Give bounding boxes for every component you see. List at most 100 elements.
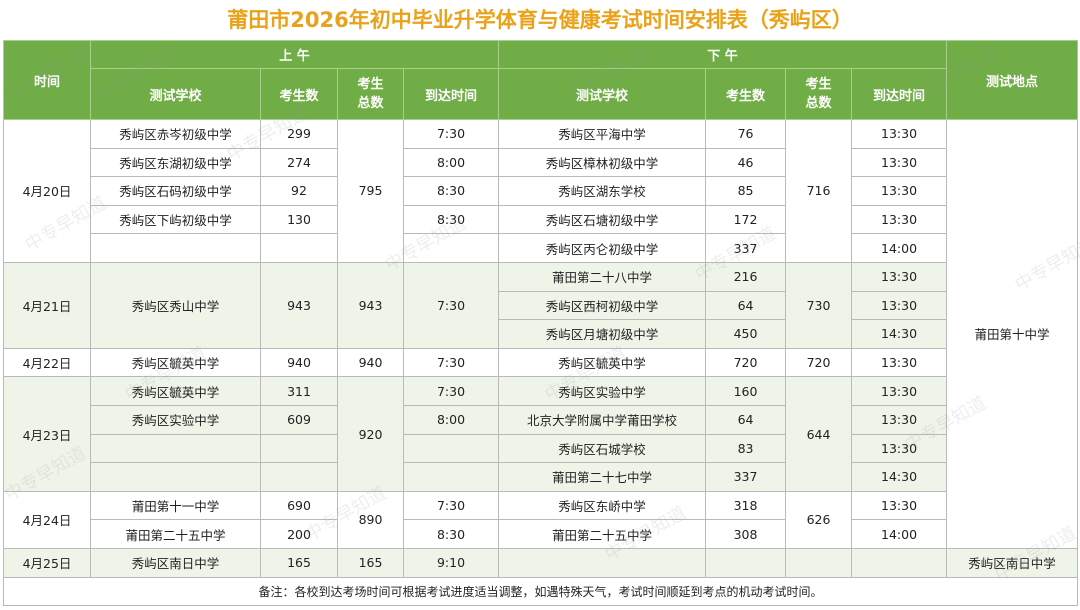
pm-school-cell: 莆田第二十五中学 [498, 519, 707, 549]
pm-count-cell: 216 [705, 261, 787, 292]
am-arrive-cell: 7:30 [402, 376, 500, 406]
pm-arrive-cell: 13:30 [851, 433, 948, 464]
am-count-cell: 690 [260, 490, 338, 521]
pm-count-cell: 64 [705, 290, 787, 321]
date-cell: 4月21日 [3, 261, 91, 349]
pm-school-cell: 秀屿区平海中学 [498, 119, 707, 149]
pm-total-cell: 626 [785, 490, 853, 549]
header-am-count: 考生数 [260, 68, 338, 120]
am-total-cell: 920 [337, 376, 404, 492]
pm-arrive-cell: 13:30 [851, 290, 948, 321]
am-total-cell: 890 [337, 490, 404, 549]
pm-count-cell: 308 [705, 519, 787, 549]
date-cell: 4月22日 [3, 347, 91, 378]
am-count-cell: 200 [260, 519, 338, 549]
table-row: 4月23日 秀屿区毓英中学 311 920 7:30 秀屿区实验中学 160 6… [3, 376, 1078, 492]
am-arrive-cell: 8:30 [402, 519, 500, 549]
date-cell: 4月24日 [3, 490, 91, 549]
pm-count-cell: 160 [705, 376, 787, 406]
header-pm: 下 午 [498, 40, 948, 69]
am-school-cell: 秀屿区石码初级中学 [90, 176, 261, 206]
am-count-cell: 943 [260, 261, 338, 349]
pm-arrive-cell: 13:30 [851, 147, 948, 178]
am-arrive-cell: 7:30 [402, 347, 500, 378]
am-arrive-cell: 8:00 [402, 147, 500, 178]
header-am-school: 测试学校 [90, 68, 261, 120]
page-title: 莆田市2026年初中毕业升学体育与健康考试时间安排表（秀屿区） [0, 0, 1080, 40]
header-location: 测试地点 [946, 40, 1079, 120]
pm-school-cell: 秀屿区石塘初级中学 [498, 204, 707, 235]
am-school-cell: 秀屿区毓英中学 [90, 347, 261, 378]
am-count-cell: 165 [260, 547, 338, 578]
am-school-cell: 秀屿区毓英中学 [90, 376, 261, 406]
pm-arrive-cell: 14:30 [851, 319, 948, 349]
pm-count-cell: 46 [705, 147, 787, 178]
pm-school-cell: 秀屿区毓英中学 [498, 347, 707, 378]
am-school-cell: 莆田第二十五中学 [90, 519, 261, 549]
am-school-cell: 秀屿区赤岑初级中学 [90, 119, 261, 149]
table-row: 4月21日 秀屿区秀山中学 943 943 7:30 莆田第二十八中学 216 … [3, 261, 1078, 349]
pm-arrive-cell: 13:30 [851, 376, 948, 406]
table-row: 4月25日 秀屿区南日中学 165 165 9:10 秀屿区南日中学 [3, 547, 1079, 578]
am-count-cell [260, 433, 338, 464]
date-cell: 4月25日 [3, 547, 91, 578]
table-row: 4月24日 莆田第十一中学 690 890 7:30 秀屿区东峤中学 318 6… [3, 490, 1078, 549]
am-count-cell: 940 [260, 347, 338, 378]
am-school-cell [90, 233, 261, 263]
am-school-cell: 秀屿区东湖初级中学 [90, 147, 261, 178]
pm-arrive-cell: 13:30 [851, 404, 948, 435]
am-arrive-cell: 7:30 [402, 490, 500, 521]
header-am: 上 午 [89, 40, 500, 69]
am-school-cell [90, 462, 261, 492]
location-cell: 莆田第十中学 [946, 119, 1079, 549]
pm-total-cell: 644 [785, 376, 853, 492]
am-school-cell: 秀屿区秀山中学 [90, 261, 261, 349]
am-school-cell: 秀屿区下屿初级中学 [90, 204, 261, 235]
header-pm-school: 测试学校 [498, 68, 707, 120]
am-count-cell: 130 [260, 204, 338, 235]
note-text: 备注：各校到达考场时间可根据考试进度适当调整，如遇特殊天气，考试时间顺延到考点的… [2, 576, 1079, 606]
am-count-cell: 311 [260, 376, 338, 406]
am-school-cell: 莆田第十一中学 [90, 490, 261, 521]
table-row: 秀屿区丙仑初级中学 337 14:00 [4, 233, 1078, 263]
table-row: 莆田第二十七中学 337 14:30 [4, 462, 1078, 492]
header-time: 时间 [3, 40, 91, 120]
am-total-cell: 943 [337, 261, 404, 349]
pm-count-cell: 85 [705, 176, 787, 206]
am-arrive-cell: 7:30 [402, 119, 500, 149]
table-row: 秀屿区下屿初级中学 130 8:30 秀屿区石塘初级中学 172 13:30 [4, 204, 1078, 235]
header-pm-count: 考生数 [705, 68, 787, 120]
am-arrive-cell [402, 233, 500, 263]
pm-school-cell: 秀屿区东峤中学 [498, 490, 707, 521]
am-count-cell: 274 [260, 147, 338, 178]
pm-school-cell [498, 547, 707, 578]
pm-count-cell: 337 [705, 233, 787, 263]
pm-school-cell: 莆田第二十八中学 [498, 261, 707, 292]
pm-count-cell: 64 [705, 404, 787, 435]
am-total-cell: 795 [337, 119, 404, 263]
table-row: 秀屿区石码初级中学 92 8:30 秀屿区湖东学校 85 13:30 [4, 176, 1078, 206]
pm-total-cell: 716 [785, 119, 853, 263]
am-count-cell [260, 233, 338, 263]
header-am-total: 考生 总数 [337, 68, 404, 120]
pm-arrive-cell: 13:30 [851, 261, 948, 292]
header-pm-total: 考生 总数 [785, 68, 853, 120]
table-row: 秀屿区东湖初级中学 274 8:00 秀屿区樟林初级中学 46 13:30 [4, 147, 1078, 178]
pm-arrive-cell: 13:30 [851, 490, 948, 521]
table-row: 4月20日 秀屿区赤岑初级中学 299 795 7:30 秀屿区平海中学 76 … [3, 119, 1079, 549]
header-pm-arrive: 到达时间 [851, 68, 948, 120]
pm-count-cell: 720 [705, 347, 787, 378]
pm-count-cell: 450 [705, 319, 787, 349]
pm-arrive-cell [851, 547, 948, 578]
pm-arrive-cell: 13:30 [851, 347, 948, 378]
am-count-cell: 92 [260, 176, 338, 206]
am-total-cell: 165 [337, 547, 404, 578]
table-row: 秀屿区西柯初级中学 64 13:30 [4, 290, 1078, 321]
pm-total-cell: 720 [785, 347, 853, 378]
location-cell: 秀屿区南日中学 [946, 547, 1079, 578]
pm-school-cell: 秀屿区樟林初级中学 [498, 147, 707, 178]
table-row: 秀屿区实验中学 609 8:00 北京大学附属中学莆田学校 64 13:30 [4, 404, 1078, 435]
table-row: 秀屿区石城学校 83 13:30 [4, 433, 1078, 464]
pm-school-cell: 莆田第二十七中学 [498, 462, 707, 492]
table-row: 莆田第二十五中学 200 8:30 莆田第二十五中学 308 14:00 [4, 519, 1078, 549]
